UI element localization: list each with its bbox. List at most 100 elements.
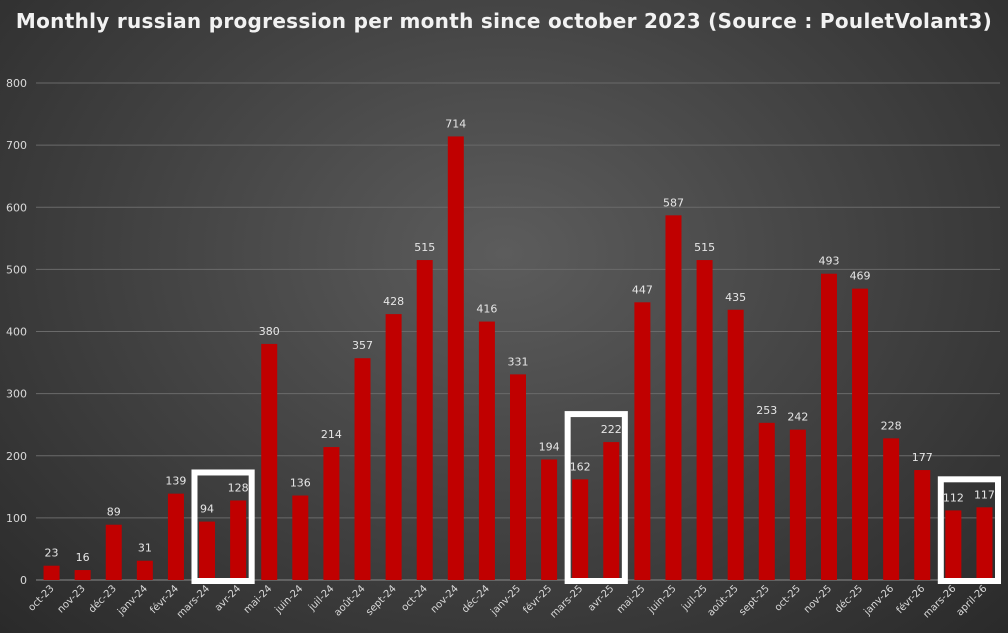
bar [385,314,402,580]
data-label: 214 [321,428,342,441]
data-label: 587 [663,196,684,209]
bar [696,260,713,580]
x-tick-label: oct-23 [26,583,56,613]
chart-title: Monthly russian progression per month si… [15,9,993,33]
x-tick-label: janv-25 [488,583,523,618]
data-label: 447 [632,283,653,296]
y-tick-label: 500 [6,263,27,276]
data-label: 493 [818,255,839,268]
data-label: 31 [138,542,152,555]
bar [416,260,433,580]
x-tick-label: déc-25 [832,583,865,616]
x-tick-label: déc-23 [86,583,119,616]
bar [976,507,993,580]
bar [43,565,60,580]
data-label: 117 [974,488,995,501]
data-label: 515 [414,241,435,254]
bar [945,510,962,580]
highlight-box [564,411,628,584]
data-label: 380 [259,325,280,338]
bar [478,321,495,580]
data-label: 331 [508,355,529,368]
data-label: 428 [383,295,404,308]
data-label: 94 [200,503,214,516]
data-label: 222 [601,423,622,436]
bar [572,479,589,580]
y-tick-label: 200 [6,450,27,463]
data-label: 242 [787,411,808,424]
bar [447,136,464,581]
highlight-box [191,469,255,585]
y-tick-label: 0 [20,574,27,587]
bar [510,374,526,580]
data-label: 177 [912,451,933,464]
bar [292,495,309,580]
data-label: 162 [570,460,591,473]
x-tick-label: juin-25 [646,583,679,616]
x-tick-label: sept-25 [737,583,772,618]
x-tick-label: sept-24 [364,583,399,618]
data-label: 112 [943,491,964,504]
x-tick-label: janv-26 [861,583,896,618]
bar [914,470,931,580]
x-tick-label: avr-24 [213,583,243,613]
data-label: 469 [850,270,871,283]
x-tick-label: juil-25 [679,583,709,613]
data-label: 194 [539,440,560,453]
bar [634,302,651,580]
data-label: 89 [107,506,121,519]
x-tick-label: déc-24 [459,583,492,616]
data-label: 435 [725,291,746,304]
data-label: 16 [76,551,90,564]
bar [820,273,837,580]
x-tick-label: août-24 [332,583,368,619]
y-tick-label: 800 [6,77,27,90]
x-tick-label: mars-25 [548,583,585,620]
bar [230,500,247,580]
data-label: 128 [228,481,249,494]
bar [603,442,620,580]
x-tick-label: mai-24 [242,583,275,616]
x-tick-label: août-25 [705,583,741,619]
data-label: 136 [290,477,311,490]
x-tick-label: nov-25 [802,583,834,615]
data-label: 515 [694,241,715,254]
data-label: 714 [445,117,466,130]
y-tick-label: 600 [6,201,27,214]
x-tick-label: juil-24 [306,583,336,613]
y-tick-label: 100 [6,512,27,525]
bar [105,524,122,580]
data-label: 253 [756,404,777,417]
x-tick-label: nov-23 [56,583,88,615]
bar [261,343,278,580]
x-tick-label: oct-25 [773,583,803,613]
x-tick-label: april-26 [955,583,990,618]
data-label: 416 [476,303,497,316]
bar [789,429,806,580]
x-tick-label: janv-24 [115,583,150,618]
x-tick-label: avr-25 [586,583,616,613]
bar [323,447,340,580]
bar [727,309,744,580]
x-tick-label: oct-24 [400,583,430,613]
data-label: 228 [881,419,902,432]
bar [136,560,153,580]
data-label: 357 [352,339,373,352]
bar [883,438,900,580]
bar [354,358,371,580]
bar [74,570,91,580]
bar [665,215,682,581]
y-tick-label: 300 [6,388,27,401]
bar [758,422,775,580]
y-tick-label: 700 [6,139,27,152]
x-tick-label: mars-24 [175,583,212,620]
highlight-box [937,476,1002,584]
bar [167,493,184,580]
x-tick-label: nov-24 [429,583,461,615]
data-label: 139 [165,475,186,488]
x-tick-label: mai-25 [615,583,648,616]
bar [541,459,558,580]
y-tick-label: 400 [6,326,27,339]
x-tick-label: juin-24 [273,583,306,616]
